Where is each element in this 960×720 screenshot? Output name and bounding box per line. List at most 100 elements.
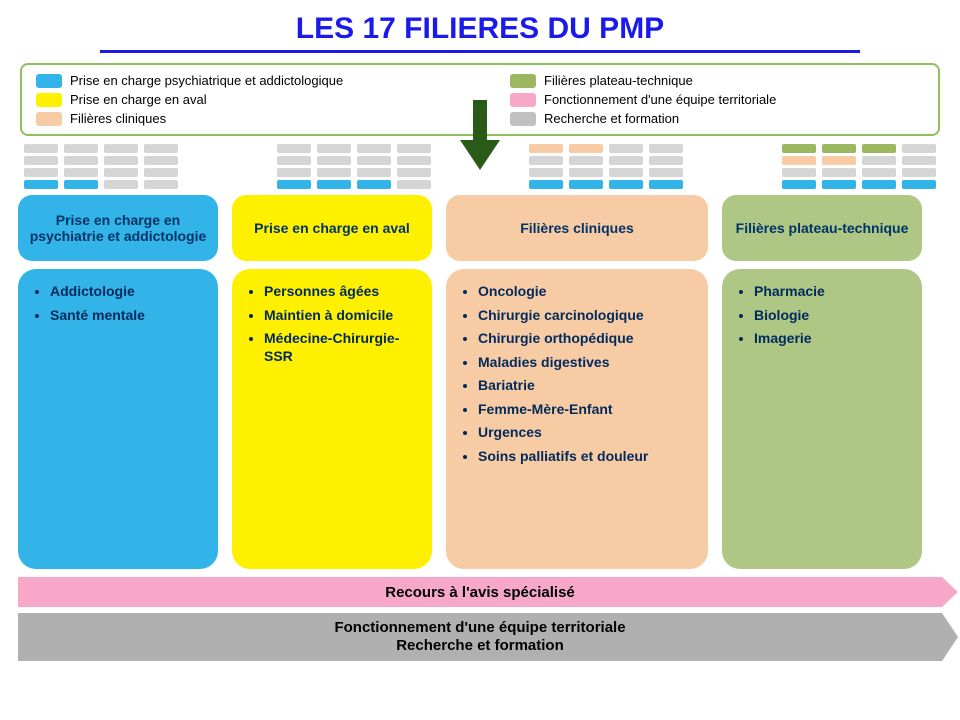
legend-label: Prise en charge en aval <box>70 92 207 107</box>
tile <box>529 168 563 177</box>
legend-label: Recherche et formation <box>544 111 679 126</box>
list-item: Imagerie <box>754 330 908 348</box>
legend-item: Filières plateau-technique <box>510 73 924 88</box>
legend-label: Fonctionnement d'une équipe territoriale <box>544 92 776 107</box>
legend-swatch <box>36 93 62 107</box>
tile-column <box>822 144 856 189</box>
tile <box>609 156 643 165</box>
band-recours-label: Recours à l'avis spécialisé <box>385 584 575 601</box>
tile <box>64 144 98 153</box>
tile <box>649 144 683 153</box>
legend-swatch <box>510 112 536 126</box>
tile-group <box>24 144 178 189</box>
tile <box>822 144 856 153</box>
tile <box>104 168 138 177</box>
tile <box>862 156 896 165</box>
tile-column <box>782 144 816 189</box>
tile <box>529 180 563 189</box>
list-item: Bariatrie <box>478 377 694 395</box>
tile <box>822 180 856 189</box>
tile <box>357 144 391 153</box>
tile <box>569 180 603 189</box>
tile-column <box>317 144 351 189</box>
tile <box>317 180 351 189</box>
list-item: Addictologie <box>50 283 204 301</box>
tile <box>609 168 643 177</box>
list-item: Chirurgie orthopédique <box>478 330 694 348</box>
legend-swatch <box>510 74 536 88</box>
tile-column <box>104 144 138 189</box>
tile-column <box>609 144 643 189</box>
tile-column <box>529 144 563 189</box>
tile-column <box>357 144 391 189</box>
tile <box>277 156 311 165</box>
tile <box>397 168 431 177</box>
tile-column <box>902 144 936 189</box>
item-list: Personnes âgéesMaintien à domicileMédeci… <box>246 283 418 365</box>
tile <box>104 180 138 189</box>
tile <box>277 144 311 153</box>
tile <box>144 180 178 189</box>
column-body: PharmacieBiologieImagerie <box>722 269 922 569</box>
tile <box>144 168 178 177</box>
column-body: OncologieChirurgie carcinologiqueChirurg… <box>446 269 708 569</box>
band2-line1: Fonctionnement d'une équipe territoriale <box>334 619 625 637</box>
legend-item: Recherche et formation <box>510 111 924 126</box>
tile <box>277 180 311 189</box>
category-column: Filières cliniquesOncologieChirurgie car… <box>446 195 708 569</box>
tile <box>569 144 603 153</box>
tile <box>609 144 643 153</box>
tile <box>649 156 683 165</box>
column-header: Prise en charge en aval <box>232 195 432 261</box>
tile <box>317 144 351 153</box>
category-column: Prise en charge en aval Personnes âgéesMa… <box>232 195 432 569</box>
tile-column <box>277 144 311 189</box>
item-list: PharmacieBiologieImagerie <box>736 283 908 348</box>
tile-column <box>862 144 896 189</box>
tile <box>862 180 896 189</box>
legend-item: Prise en charge en aval <box>36 92 450 107</box>
tile <box>902 168 936 177</box>
tile <box>317 168 351 177</box>
category-column: Prise en charge en psychiatrie et addict… <box>18 195 218 569</box>
arrow-down-icon <box>460 100 500 170</box>
legend-item: Prise en charge psychiatrique et addicto… <box>36 73 450 88</box>
tile <box>104 156 138 165</box>
tile-column <box>64 144 98 189</box>
title-text: LES 17 FILIERES DU PMP <box>296 12 664 45</box>
tile <box>397 156 431 165</box>
tile <box>64 168 98 177</box>
tile <box>782 168 816 177</box>
tile <box>277 168 311 177</box>
tile <box>104 144 138 153</box>
tile <box>24 156 58 165</box>
list-item: Médecine-Chirurgie-SSR <box>264 330 418 365</box>
legend-col-left: Prise en charge psychiatrique et addicto… <box>36 73 450 126</box>
legend-label: Filières plateau-technique <box>544 73 693 88</box>
tile <box>397 180 431 189</box>
band-fonctionnement: Fonctionnement d'une équipe territoriale… <box>18 613 942 661</box>
list-item: Soins palliatifs et douleur <box>478 448 694 466</box>
list-item: Oncologie <box>478 283 694 301</box>
title-underline <box>100 50 860 53</box>
tile <box>64 156 98 165</box>
list-item: Santé mentale <box>50 307 204 325</box>
tile <box>144 156 178 165</box>
band-recours: Recours à l'avis spécialisé <box>18 577 942 607</box>
legend-swatch <box>36 112 62 126</box>
column-body: Addictologie Santé mentale <box>18 269 218 569</box>
tile <box>902 144 936 153</box>
list-item: Biologie <box>754 307 908 325</box>
legend-label: Filières cliniques <box>70 111 166 126</box>
list-item: Urgences <box>478 424 694 442</box>
page-title: LES 17 FILIERES DU PMP <box>0 0 960 50</box>
legend-item: Fonctionnement d'une équipe territoriale <box>510 92 924 107</box>
tile <box>649 180 683 189</box>
list-item: Maladies digestives <box>478 354 694 372</box>
tile-group <box>782 144 936 189</box>
list-item: Femme-Mère-Enfant <box>478 401 694 419</box>
tile <box>64 180 98 189</box>
tile <box>782 144 816 153</box>
columns-container: Prise en charge en psychiatrie et addict… <box>18 195 942 569</box>
tile <box>397 144 431 153</box>
